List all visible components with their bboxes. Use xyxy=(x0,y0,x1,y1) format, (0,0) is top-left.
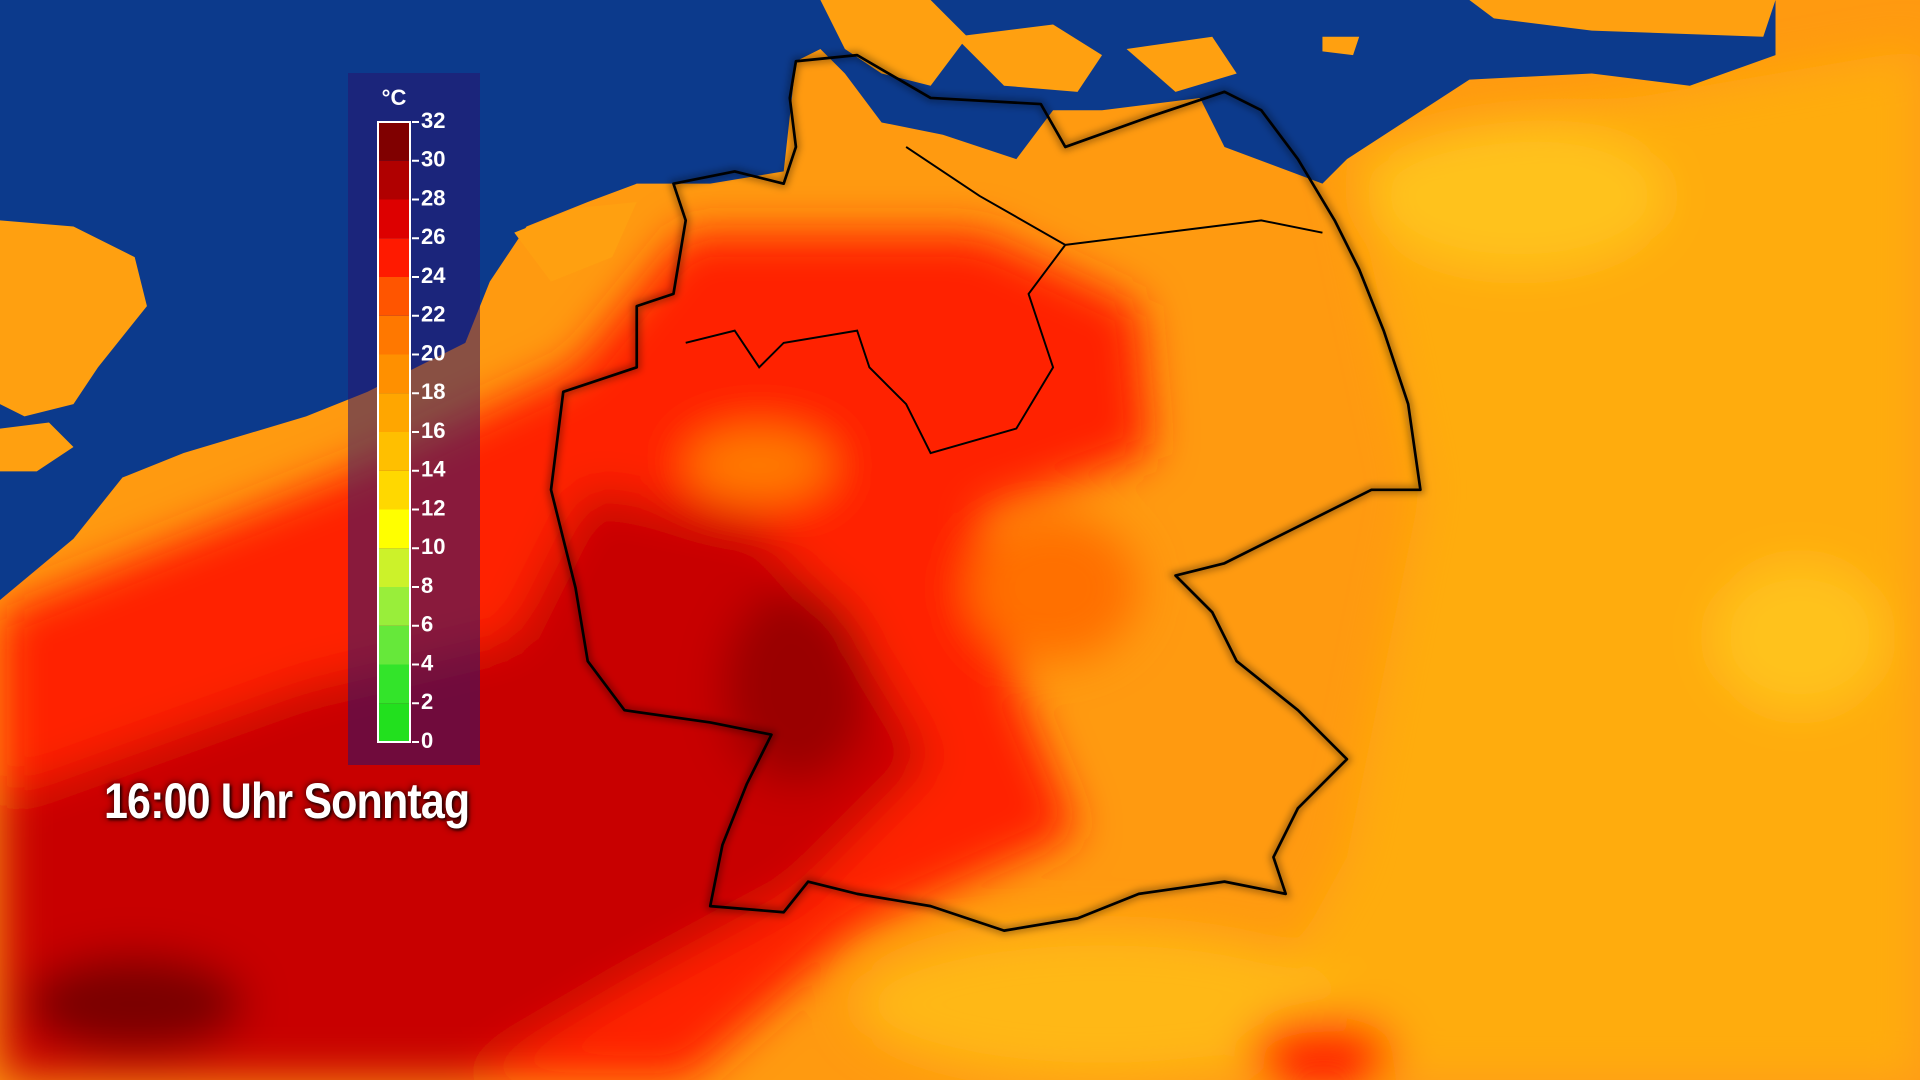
danish-island xyxy=(955,24,1103,92)
scandinavia xyxy=(1469,0,1776,37)
legend-color-band xyxy=(378,354,410,394)
legend-tick-label: 22 xyxy=(421,302,445,327)
legend-color-band xyxy=(378,664,410,704)
legend-tick-label: 4 xyxy=(421,650,434,675)
britain xyxy=(0,220,147,417)
legend-tick-label: 6 xyxy=(421,612,433,637)
legend-color-band xyxy=(378,509,410,549)
legend-color-band xyxy=(378,625,410,665)
legend-color-band xyxy=(378,470,410,510)
legend-tick-label: 2 xyxy=(421,689,433,714)
cooler-spot xyxy=(967,514,1139,662)
legend-tick-label: 18 xyxy=(421,379,445,404)
legend-tick-label: 10 xyxy=(421,534,445,559)
mild-zone xyxy=(1714,563,1886,711)
heat-field xyxy=(0,48,1920,1080)
legend-tick-label: 32 xyxy=(421,108,445,133)
legend-tick-label: 12 xyxy=(421,495,445,520)
hottest-zone xyxy=(24,955,245,1054)
legend-tick-label: 30 xyxy=(421,147,445,172)
legend-tick-label: 8 xyxy=(421,573,433,598)
state-borders xyxy=(685,146,1323,455)
legend-tick-label: 20 xyxy=(421,340,445,365)
legend-unit: °C xyxy=(382,85,407,110)
legend-color-band xyxy=(378,587,410,626)
legend-color-band xyxy=(378,122,410,161)
legend-bar-frame xyxy=(377,121,411,743)
legend-color-band xyxy=(378,238,410,277)
time-caption: 16:00 Uhr Sonntag xyxy=(104,773,470,829)
danish-island xyxy=(1126,36,1237,92)
legend-color-band xyxy=(378,548,410,587)
britain-south xyxy=(0,422,74,472)
netherlands-coast xyxy=(514,202,637,282)
germany-border xyxy=(549,53,1422,932)
legend-tick-label: 0 xyxy=(421,728,433,753)
hot-spot xyxy=(1249,1016,1396,1080)
legend-tick-label: 26 xyxy=(421,224,445,249)
legend-color-band xyxy=(378,393,410,432)
legend-tick-label: 24 xyxy=(421,263,446,288)
legend-color-band xyxy=(378,160,410,200)
legend-color-band xyxy=(378,315,410,355)
very-hot-zone xyxy=(0,489,931,1080)
jutland xyxy=(820,0,968,86)
island xyxy=(1322,36,1360,56)
legend-tick-label: 16 xyxy=(421,418,445,443)
legend-panel xyxy=(348,73,480,765)
legend-tick-label: 14 xyxy=(421,457,446,482)
warm-zone-east xyxy=(1224,48,1920,1080)
mild-zone xyxy=(1371,122,1666,270)
legend-color-band xyxy=(378,703,410,742)
legend-color-band xyxy=(378,199,410,239)
mild-zone xyxy=(857,930,1347,1078)
legend-color-band xyxy=(378,277,410,316)
coastal-land xyxy=(0,0,1776,472)
legend-tick-label: 28 xyxy=(421,185,445,210)
cooler-spot xyxy=(685,428,833,503)
legend-color-band xyxy=(378,432,410,471)
